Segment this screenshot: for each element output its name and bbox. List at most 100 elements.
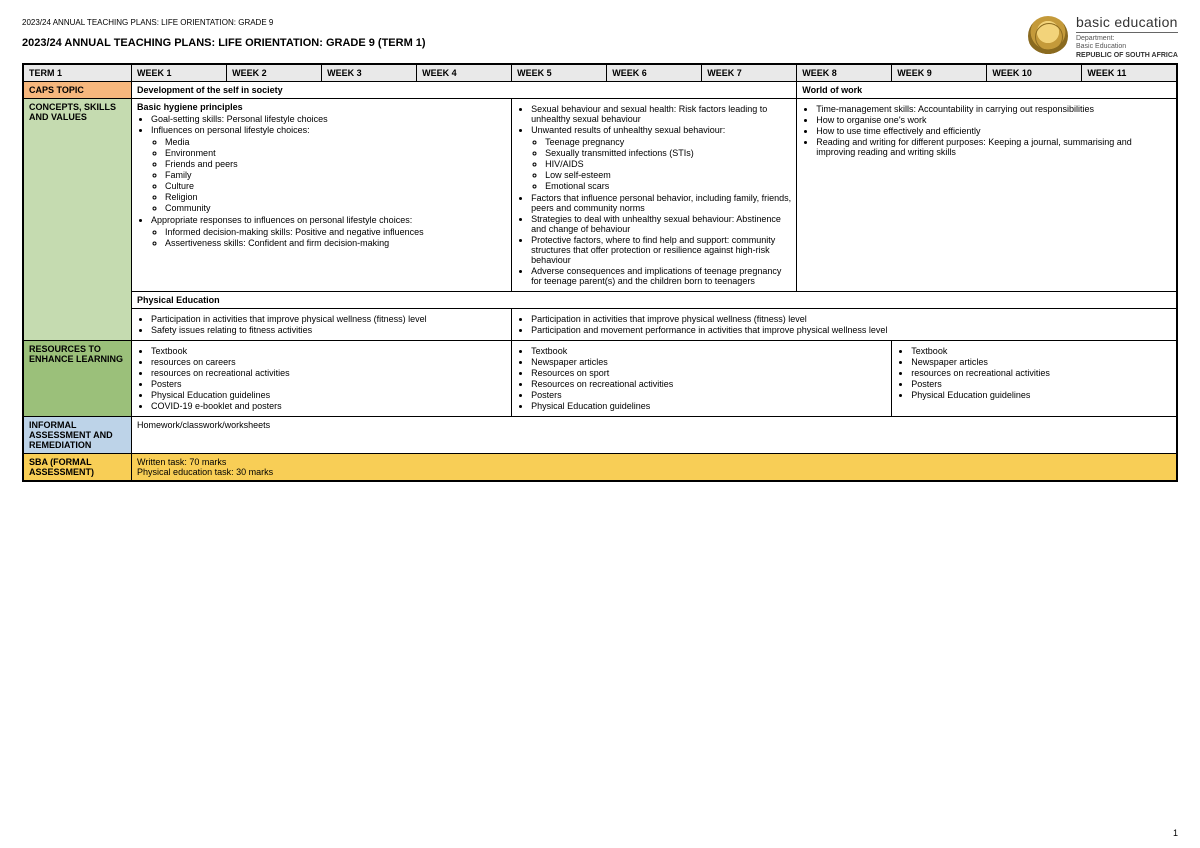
list-item: resources on careers bbox=[151, 357, 506, 367]
list-item: resources on recreational activities bbox=[911, 368, 1171, 378]
sba-label: SBA (FORMAL ASSESSMENT) bbox=[23, 454, 132, 482]
logo-text: basic education Department: Basic Educat… bbox=[1076, 14, 1178, 59]
list-item: Goal-setting skills: Personal lifestyle … bbox=[151, 114, 506, 124]
list-item: Adverse consequences and implications of… bbox=[531, 266, 791, 286]
list-item: Culture bbox=[165, 181, 506, 191]
logo-country: REPUBLIC OF SOUTH AFRICA bbox=[1076, 52, 1178, 59]
list-item: Posters bbox=[151, 379, 506, 389]
list-item: Posters bbox=[911, 379, 1171, 389]
concepts-col3: Time-management skills: Accountability i… bbox=[797, 99, 1177, 292]
resources-label: RESOURCES TO ENHANCE LEARNING bbox=[23, 341, 132, 417]
page-number: 1 bbox=[1173, 828, 1178, 838]
list-item: Emotional scars bbox=[545, 181, 791, 191]
pe-items-row: Participation in activities that improve… bbox=[23, 309, 1177, 341]
list-item: Influences on personal lifestyle choices… bbox=[151, 125, 506, 213]
list-item: Unwanted results of unhealthy sexual beh… bbox=[531, 125, 791, 191]
sba-line2: Physical education task: 30 marks bbox=[137, 467, 1171, 477]
list-item: Friends and peers bbox=[165, 159, 506, 169]
logo-dept: Department: bbox=[1076, 35, 1178, 43]
header-row: TERM 1 WEEK 1 WEEK 2 WEEK 3 WEEK 4 WEEK … bbox=[23, 64, 1177, 82]
list-item: How to organise one's work bbox=[816, 115, 1171, 125]
week-header: WEEK 3 bbox=[322, 64, 417, 82]
caps-row: CAPS TOPIC Development of the self in so… bbox=[23, 82, 1177, 99]
list-item: COVID-19 e-booklet and posters bbox=[151, 401, 506, 411]
list-item: resources on recreational activities bbox=[151, 368, 506, 378]
list-item: Protective factors, where to find help a… bbox=[531, 235, 791, 265]
pe-col-a: Participation in activities that improve… bbox=[132, 309, 512, 341]
list-item: Time-management skills: Accountability i… bbox=[816, 104, 1171, 114]
pe-heading: Physical Education bbox=[132, 292, 1177, 309]
week-header: WEEK 6 bbox=[607, 64, 702, 82]
list-item: Appropriate responses to influences on p… bbox=[151, 215, 506, 248]
list-item: Resources on recreational activities bbox=[531, 379, 886, 389]
informal-text: Homework/classwork/worksheets bbox=[132, 417, 1177, 454]
week-header: WEEK 9 bbox=[892, 64, 987, 82]
plan-table: TERM 1 WEEK 1 WEEK 2 WEEK 3 WEEK 4 WEEK … bbox=[22, 63, 1178, 482]
list-item: Newspaper articles bbox=[531, 357, 886, 367]
list-item: Physical Education guidelines bbox=[151, 390, 506, 400]
list-item: Informed decision-making skills: Positiv… bbox=[165, 227, 506, 237]
term-header: TERM 1 bbox=[23, 64, 132, 82]
list-item: Physical Education guidelines bbox=[911, 390, 1171, 400]
week-header: WEEK 2 bbox=[227, 64, 322, 82]
coat-of-arms-icon bbox=[1028, 16, 1068, 56]
list-item: Physical Education guidelines bbox=[531, 401, 886, 411]
resources-a: Textbook resources on careers resources … bbox=[132, 341, 512, 417]
list-item: Teenage pregnancy bbox=[545, 137, 791, 147]
concepts-label: CONCEPTS, SKILLS AND VALUES bbox=[23, 99, 132, 341]
pe-heading-row: Physical Education bbox=[23, 292, 1177, 309]
list-item: Safety issues relating to fitness activi… bbox=[151, 325, 506, 335]
list-item: Posters bbox=[531, 390, 886, 400]
list-item: Textbook bbox=[151, 346, 506, 356]
list-item: Participation in activities that improve… bbox=[151, 314, 506, 324]
caps-topic-a: Development of the self in society bbox=[132, 82, 797, 99]
informal-row: INFORMAL ASSESSMENT AND REMEDIATION Home… bbox=[23, 417, 1177, 454]
logo-dept2: Basic Education bbox=[1076, 43, 1178, 51]
concepts-col2: Sexual behaviour and sexual health: Risk… bbox=[512, 99, 797, 292]
list-item: Environment bbox=[165, 148, 506, 158]
week-header: WEEK 7 bbox=[702, 64, 797, 82]
list-item: Religion bbox=[165, 192, 506, 202]
week-header: WEEK 5 bbox=[512, 64, 607, 82]
resources-b: Textbook Newspaper articles Resources on… bbox=[512, 341, 892, 417]
list-item: HIV/AIDS bbox=[545, 159, 791, 169]
list-item: Participation and movement performance i… bbox=[531, 325, 1171, 335]
sba-text: Written task: 70 marks Physical educatio… bbox=[132, 454, 1177, 482]
sba-row: SBA (FORMAL ASSESSMENT) Written task: 70… bbox=[23, 454, 1177, 482]
logo-brand: basic education bbox=[1076, 14, 1178, 33]
list-item: Participation in activities that improve… bbox=[531, 314, 1171, 324]
list-item: Family bbox=[165, 170, 506, 180]
page-title: 2023/24 ANNUAL TEACHING PLANS: LIFE ORIE… bbox=[22, 37, 1178, 49]
list-item: Media bbox=[165, 137, 506, 147]
list-item: Factors that influence personal behavior… bbox=[531, 193, 791, 213]
week-header: WEEK 8 bbox=[797, 64, 892, 82]
list-item: Reading and writing for different purpos… bbox=[816, 137, 1171, 157]
list-item: Sexual behaviour and sexual health: Risk… bbox=[531, 104, 791, 124]
list-item: Textbook bbox=[531, 346, 886, 356]
logo-block: basic education Department: Basic Educat… bbox=[1028, 14, 1178, 59]
list-item: Strategies to deal with unhealthy sexual… bbox=[531, 214, 791, 234]
week-header: WEEK 10 bbox=[987, 64, 1082, 82]
week-header: WEEK 11 bbox=[1082, 64, 1177, 82]
resources-row: RESOURCES TO ENHANCE LEARNING Textbook r… bbox=[23, 341, 1177, 417]
week-header: WEEK 4 bbox=[417, 64, 512, 82]
informal-label: INFORMAL ASSESSMENT AND REMEDIATION bbox=[23, 417, 132, 454]
sba-line1: Written task: 70 marks bbox=[137, 457, 1171, 467]
caps-topic-b: World of work bbox=[797, 82, 1177, 99]
concepts-row: CONCEPTS, SKILLS AND VALUES Basic hygien… bbox=[23, 99, 1177, 292]
pe-col-b: Participation in activities that improve… bbox=[512, 309, 1177, 341]
list-item: Textbook bbox=[911, 346, 1171, 356]
list-item: Low self-esteem bbox=[545, 170, 791, 180]
caps-label: CAPS TOPIC bbox=[23, 82, 132, 99]
list-item: Sexually transmitted infections (STIs) bbox=[545, 148, 791, 158]
list-item: Newspaper articles bbox=[911, 357, 1171, 367]
small-header: 2023/24 ANNUAL TEACHING PLANS: LIFE ORIE… bbox=[22, 18, 1178, 27]
week-header: WEEK 1 bbox=[132, 64, 227, 82]
list-item: Community bbox=[165, 203, 506, 213]
concepts-col1-heading: Basic hygiene principles bbox=[137, 102, 506, 112]
list-item: Resources on sport bbox=[531, 368, 886, 378]
concepts-col1: Basic hygiene principles Goal-setting sk… bbox=[132, 99, 512, 292]
list-item: How to use time effectively and efficien… bbox=[816, 126, 1171, 136]
list-item: Assertiveness skills: Confident and firm… bbox=[165, 238, 506, 248]
resources-c: Textbook Newspaper articles resources on… bbox=[892, 341, 1177, 417]
